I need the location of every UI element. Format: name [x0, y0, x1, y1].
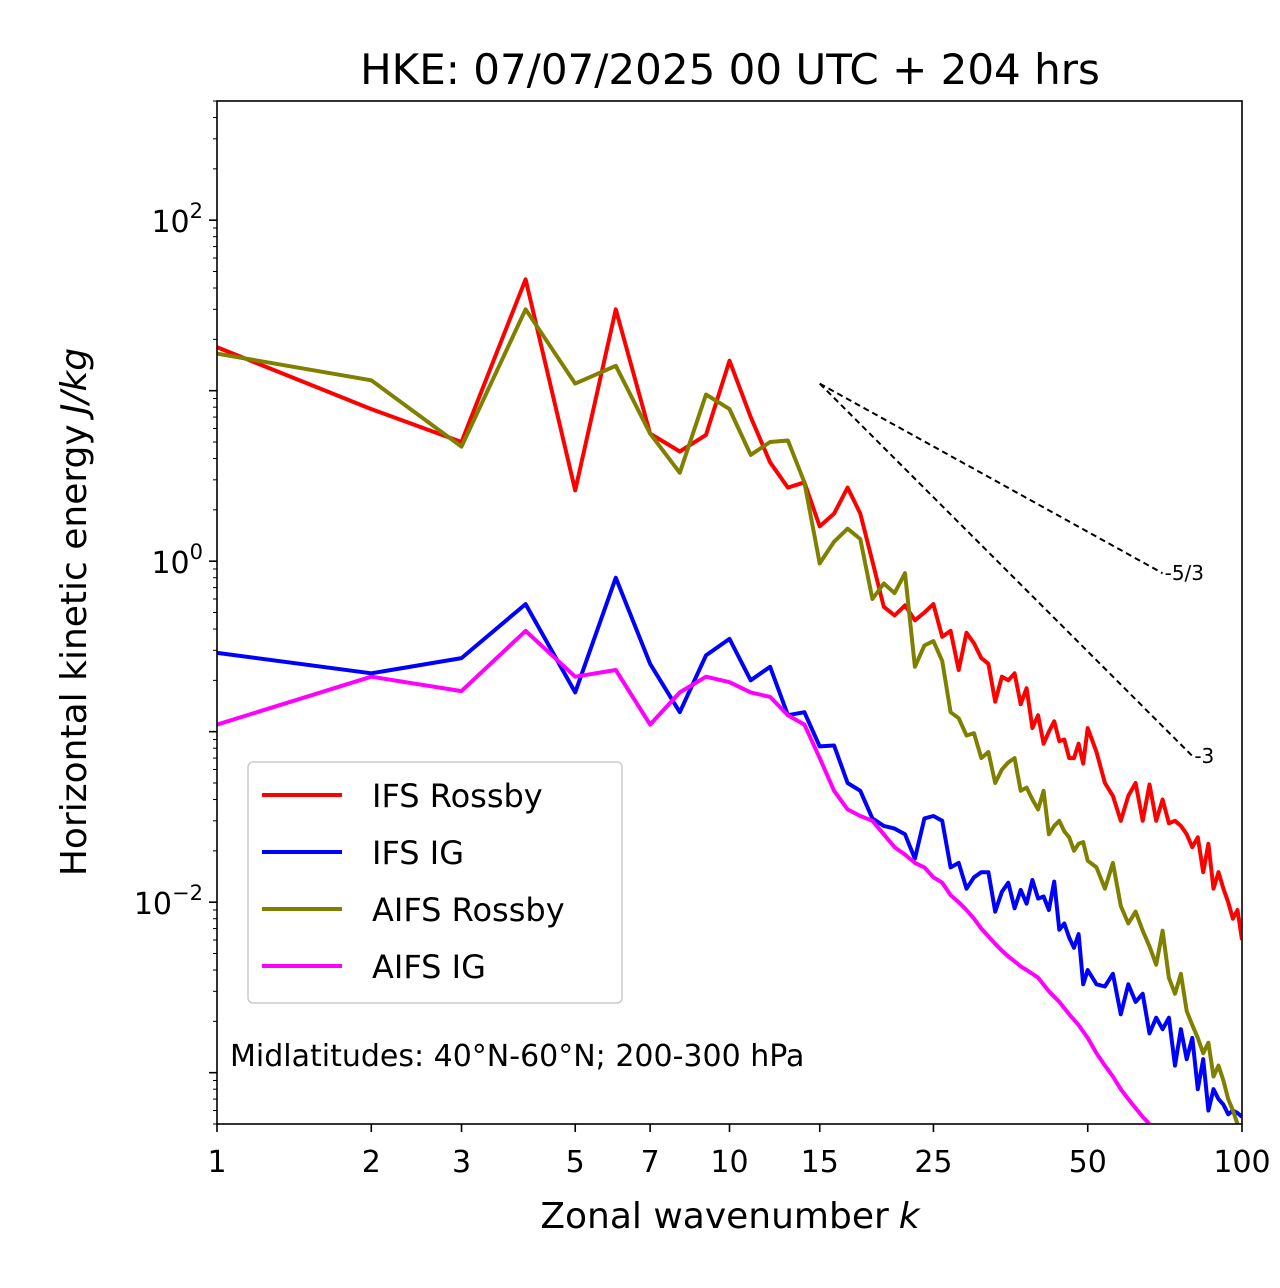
series-line-1 — [217, 575, 1242, 1119]
x-tick-label-5: 10 — [710, 1145, 748, 1180]
reference-line-0 — [819, 382, 1164, 575]
x-tick-label-4: 7 — [641, 1145, 660, 1180]
legend-label-0: IFS Rossby — [372, 777, 543, 815]
series-line-3 — [217, 628, 1151, 1124]
legend-frame — [247, 761, 623, 1004]
x-tick-label-7: 25 — [914, 1145, 952, 1180]
series-layer — [217, 277, 1242, 1124]
y-axis-label: Horizontal kinetic energyJ/kg — [54, 348, 95, 876]
x-tick-label-0: 1 — [207, 1145, 226, 1180]
x-tick-label-8: 50 — [1069, 1145, 1107, 1180]
series-line-0 — [217, 277, 1242, 941]
reference-line-label-0: -5/3 — [1165, 561, 1204, 585]
region-annotation: Midlatitudes: 40°N-60°N; 200-300 hPa — [230, 1039, 804, 1074]
x-tick-label-2: 3 — [452, 1145, 471, 1180]
legend-label-1: IFS IG — [372, 834, 464, 872]
x-tick-label-9: 100 — [1213, 1145, 1270, 1180]
legend-label-2: AIFS Rossby — [372, 891, 565, 929]
x-tick-label-3: 5 — [566, 1145, 585, 1180]
legend: IFS Rossby IFS IG AIFS Rossby AIFS IG — [247, 761, 623, 1004]
reference-lines: -5/3 -3 — [819, 382, 1214, 768]
series-line-2 — [217, 307, 1240, 1124]
x-axis-label-text: Zonal wavenumber — [540, 1196, 889, 1237]
reference-line-label-1: -3 — [1194, 744, 1214, 768]
reference-line-1 — [819, 382, 1194, 757]
y-axis-label-text: Horizontal kinetic energy — [54, 424, 95, 876]
chart-title: HKE: 07/07/2025 00 UTC + 204 hrs — [360, 45, 1100, 94]
y-axis-label-unit: J/kg — [54, 348, 95, 420]
x-tick-label-6: 15 — [801, 1145, 839, 1180]
y-tick-label-1: 100 — [151, 540, 203, 581]
legend-label-3: AIFS IG — [372, 948, 486, 986]
y-tick-label-0: 10−2 — [134, 881, 203, 922]
x-tick-label-1: 2 — [362, 1145, 381, 1180]
y-axis: 10−2 100 102 — [134, 100, 217, 1125]
y-tick-label-2: 102 — [151, 199, 203, 240]
x-axis-label-variable: k — [899, 1196, 922, 1237]
x-axis: 1 2 3 5 7 10 15 25 50 100 — [207, 1124, 1271, 1180]
x-axis-label: Zonal wavenumber k — [540, 1196, 921, 1237]
